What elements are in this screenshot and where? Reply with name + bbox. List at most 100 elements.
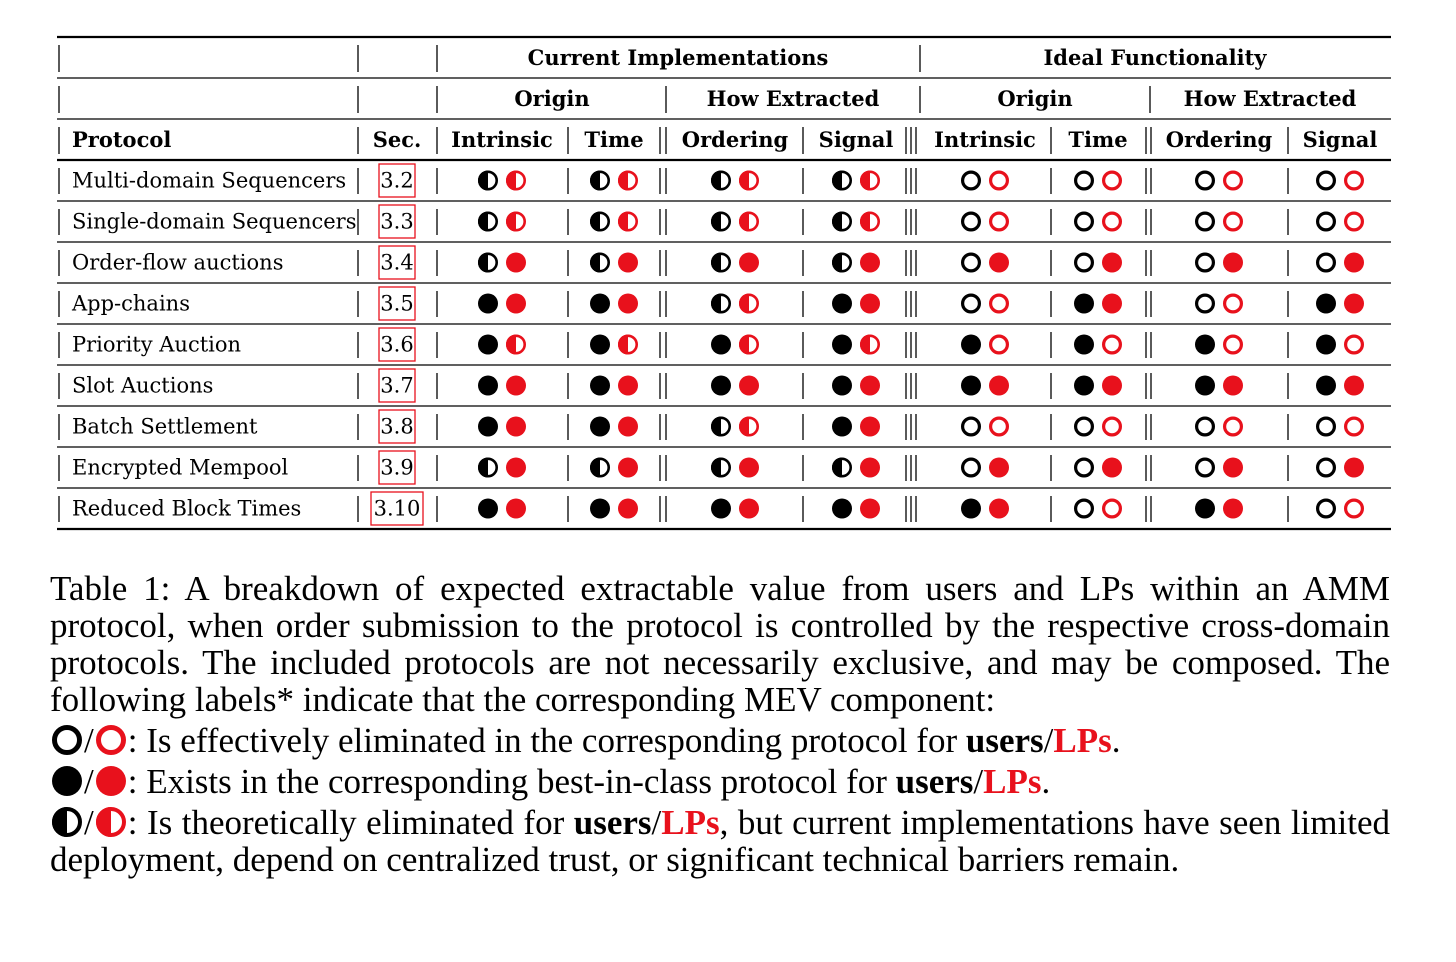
lp-mev-full-circle: [1344, 293, 1364, 314]
user-mev-half-circle: [477, 170, 498, 191]
lp-mev-empty-circle: [1222, 293, 1243, 314]
user-mev-half-circle: [710, 416, 731, 437]
user-mev-empty-circle: [1194, 416, 1215, 437]
user-mev-half-circle: [477, 252, 498, 273]
user-mev-empty-circle: [960, 293, 981, 314]
lp-mev-full-circle: [989, 457, 1009, 478]
sec-ref-box: [378, 204, 416, 239]
user-mev-full-circle: [1195, 375, 1215, 396]
user-mev-full-circle: [832, 416, 852, 437]
lp-mev-empty-circle: [1343, 498, 1364, 519]
sec-ref-box: [378, 450, 416, 485]
user-mev-empty-circle: [960, 457, 981, 478]
legend-text: , but current implementations have seen …: [50, 803, 1390, 879]
user-mev-full-circle: [478, 416, 498, 437]
lp-mev-full-circle: [1102, 293, 1122, 314]
table-row: Priority Auction 3.6: [72, 327, 1364, 362]
user-mev-full-circle: [478, 334, 498, 355]
sec-ref-box: [378, 327, 416, 362]
user-mev-full-circle: [1316, 293, 1336, 314]
user-mev-half-circle: [710, 293, 731, 314]
lp-mev-full-circle: [618, 293, 638, 314]
period: .: [1041, 762, 1051, 801]
slash: /: [84, 721, 94, 760]
half-circle-user-icon: [52, 807, 82, 837]
sec-ref-link[interactable]: 3.2: [380, 169, 413, 193]
user-mev-full-circle: [961, 498, 981, 519]
sec-ref-link[interactable]: 3.9: [380, 456, 413, 480]
slash: /: [973, 762, 984, 801]
lp-mev-empty-circle: [1222, 416, 1243, 437]
lp-mev-empty-circle: [988, 416, 1009, 437]
lp-mev-empty-circle: [1343, 416, 1364, 437]
lp-mev-full-circle: [739, 498, 759, 519]
lp-mev-empty-circle: [988, 170, 1009, 191]
users-label: users: [895, 762, 974, 801]
lp-mev-full-circle: [618, 252, 638, 273]
lp-mev-empty-circle: [1343, 170, 1364, 191]
lp-mev-empty-circle: [1222, 170, 1243, 191]
user-mev-full-circle: [711, 334, 731, 355]
sec-ref-link[interactable]: 3.4: [380, 251, 413, 275]
lp-mev-empty-circle: [1101, 416, 1122, 437]
sec-ref-link[interactable]: 3.6: [380, 333, 413, 357]
protocol-name: Reduced Block Times: [72, 497, 301, 521]
sec-ref-box: [378, 368, 416, 403]
user-mev-empty-circle: [1315, 211, 1336, 232]
user-mev-half-circle: [831, 252, 852, 273]
user-mev-full-circle: [478, 293, 498, 314]
users-label: users: [573, 803, 652, 842]
user-mev-full-circle: [711, 498, 731, 519]
sec-ref-link[interactable]: 3.3: [380, 210, 413, 234]
lp-mev-full-circle: [1223, 457, 1243, 478]
user-mev-full-circle: [961, 375, 981, 396]
legend-item: / : Is theoretically eliminated for users…: [50, 804, 1390, 878]
empty-circle-lp-icon: [95, 725, 126, 755]
protocol-name: Single-domain Sequencers: [72, 210, 356, 234]
sec-ref-link[interactable]: 3.7: [380, 374, 413, 398]
user-mev-empty-circle: [1315, 457, 1336, 478]
lps-label: LPs: [983, 762, 1042, 801]
lp-mev-full-circle: [618, 457, 638, 478]
user-mev-empty-circle: [1073, 498, 1094, 519]
sec-ref-link[interactable]: 3.5: [380, 292, 413, 316]
user-mev-empty-circle: [1194, 211, 1215, 232]
slash: /: [1043, 721, 1054, 760]
protocol-name: App-chains: [71, 292, 190, 316]
user-mev-half-circle: [831, 211, 852, 232]
lp-mev-full-circle: [989, 375, 1009, 396]
lp-mev-full-circle: [860, 252, 880, 273]
lp-mev-half-circle: [859, 170, 880, 191]
legend-item: /: Exists in the corresponding best-in-c…: [50, 763, 1390, 800]
user-mev-full-circle: [590, 375, 610, 396]
user-mev-empty-circle: [960, 252, 981, 273]
legend-text: : Is theoretically eliminated for: [127, 803, 574, 842]
sec-ref-box: [378, 245, 416, 280]
column-header-intrinsic: Intrinsic: [934, 127, 1036, 152]
user-mev-half-circle: [710, 211, 731, 232]
user-mev-half-circle: [589, 170, 610, 191]
lp-mev-full-circle: [1223, 375, 1243, 396]
users-label: users: [965, 721, 1044, 760]
group-header-ideal: Ideal Functionality: [1043, 45, 1267, 70]
period: .: [1111, 721, 1121, 760]
sec-ref-link[interactable]: 3.10: [374, 497, 421, 521]
sub-header-origin: Origin: [997, 86, 1072, 111]
lp-mev-empty-circle: [1222, 211, 1243, 232]
column-header-sec: Sec.: [373, 127, 422, 152]
lp-mev-half-circle: [738, 334, 759, 355]
lp-mev-full-circle: [989, 498, 1009, 519]
mev-table: Current Implementations Ideal Functionali…: [57, 35, 1391, 531]
lp-mev-full-circle: [860, 375, 880, 396]
lp-mev-half-circle: [738, 211, 759, 232]
lp-mev-half-circle: [617, 170, 638, 191]
user-mev-full-circle: [590, 498, 610, 519]
user-mev-full-circle: [478, 498, 498, 519]
slash: /: [84, 803, 94, 842]
legend-item: /: Is effectively eliminated in the corr…: [50, 722, 1390, 759]
half-circle-lp-icon: [95, 807, 126, 837]
sec-ref-link[interactable]: 3.8: [380, 415, 413, 439]
lp-mev-empty-circle: [988, 211, 1009, 232]
user-mev-full-circle: [590, 334, 610, 355]
